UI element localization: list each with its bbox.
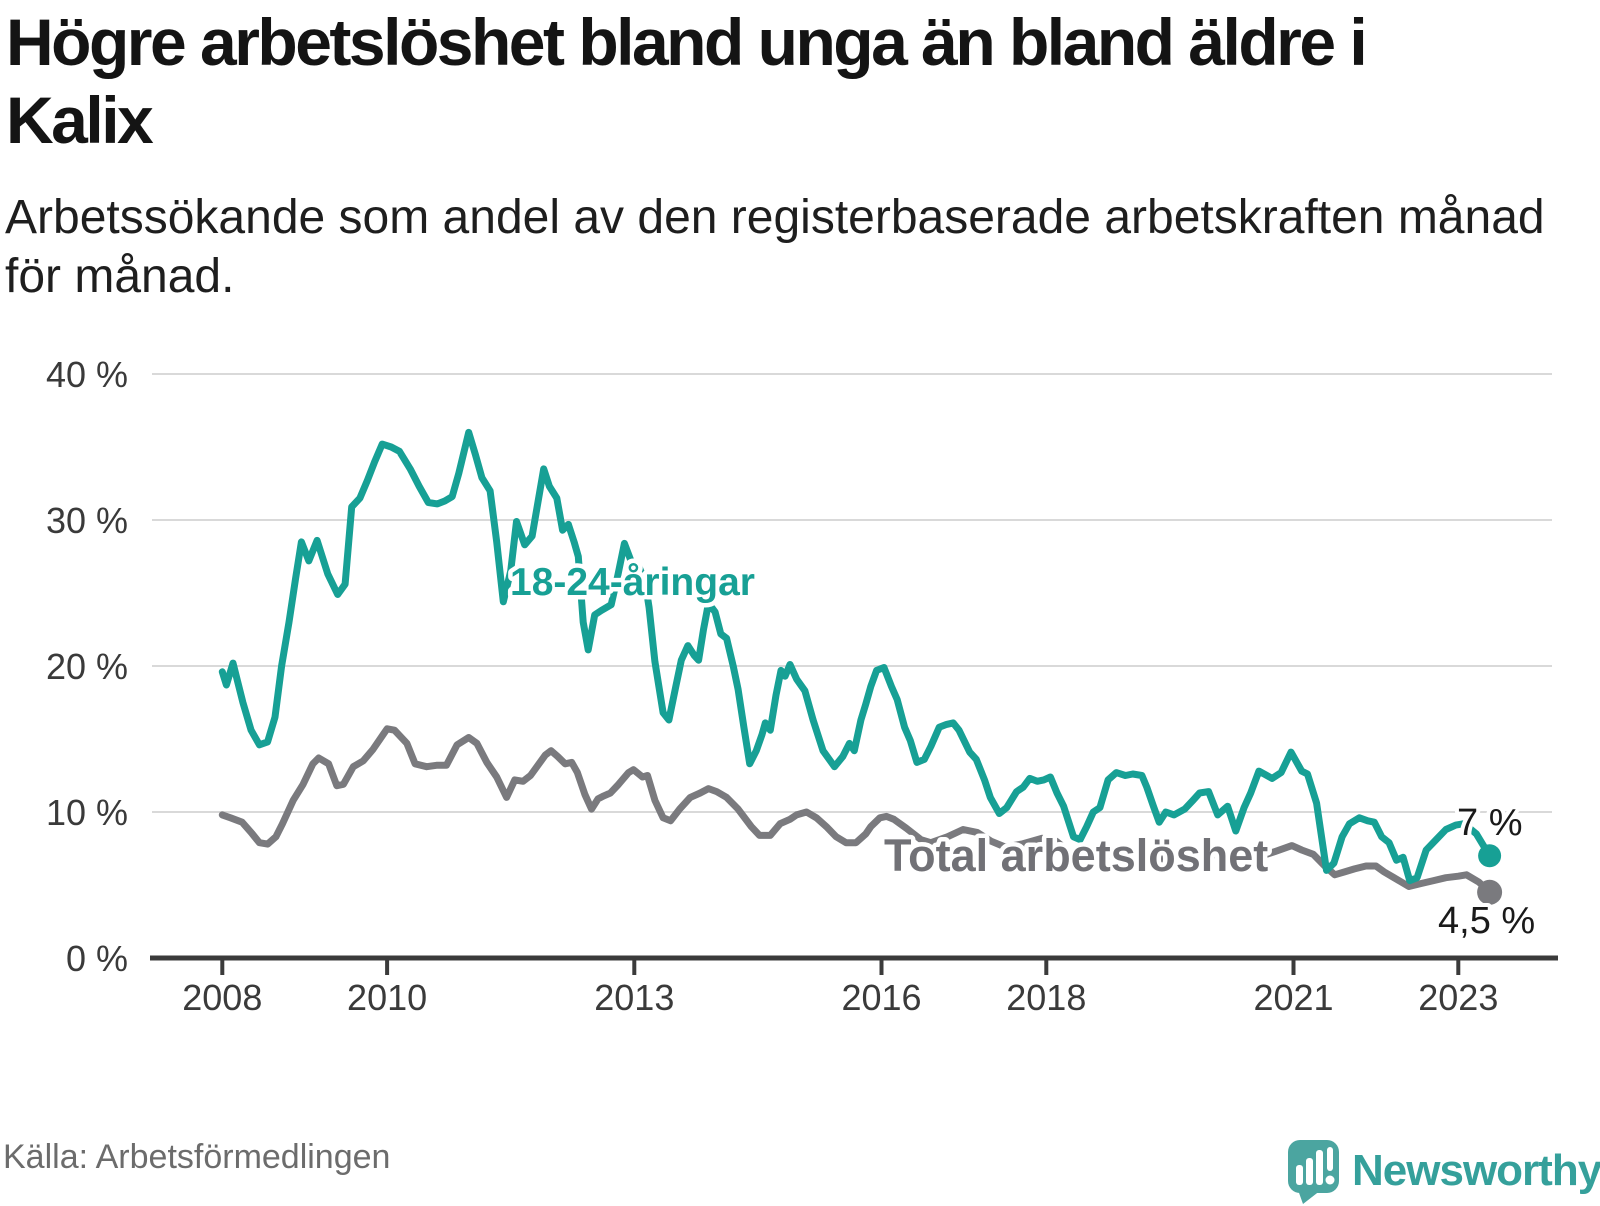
chart-subtitle: Arbetssökande som andel av den registerb… <box>5 191 1545 304</box>
series-line-youth <box>218 428 1494 885</box>
x-tick-label: 2008 <box>182 977 262 1018</box>
series-line-total <box>218 725 1494 896</box>
series-end-dot-total <box>1477 879 1503 905</box>
series-end-dot-youth <box>1478 844 1502 868</box>
x-tick-label: 2016 <box>841 977 921 1018</box>
y-tick-label: 30 % <box>46 500 128 541</box>
series-label-total: Total arbetslöshet <box>884 830 1268 881</box>
newsworthy-logo: Newsworthy <box>1286 1136 1600 1206</box>
x-tick-label: 2021 <box>1253 977 1333 1018</box>
x-tick-label: 2018 <box>1006 977 1086 1018</box>
series-label-youth: 18-24-åringar <box>510 561 755 604</box>
y-tick-label: 10 % <box>46 792 128 833</box>
y-tick-label: 40 % <box>46 354 128 395</box>
end-value-label-total: 4,5 % <box>1438 900 1535 942</box>
y-tick-label: 20 % <box>46 646 128 687</box>
x-tick-label: 2010 <box>347 977 427 1018</box>
newsworthy-wordmark: Newsworthy <box>1352 1146 1600 1195</box>
x-tick-label: 2013 <box>594 977 674 1018</box>
x-tick-label: 2023 <box>1418 977 1498 1018</box>
page-title: Högre arbetslöshet bland unga än bland ä… <box>6 5 1368 157</box>
end-value-label-youth: 7 % <box>1457 802 1522 844</box>
newsworthy-pin-icon <box>1288 1140 1339 1204</box>
source-note: Källa: Arbetsförmedlingen <box>3 1138 391 1176</box>
y-tick-label: 0 % <box>66 938 128 979</box>
